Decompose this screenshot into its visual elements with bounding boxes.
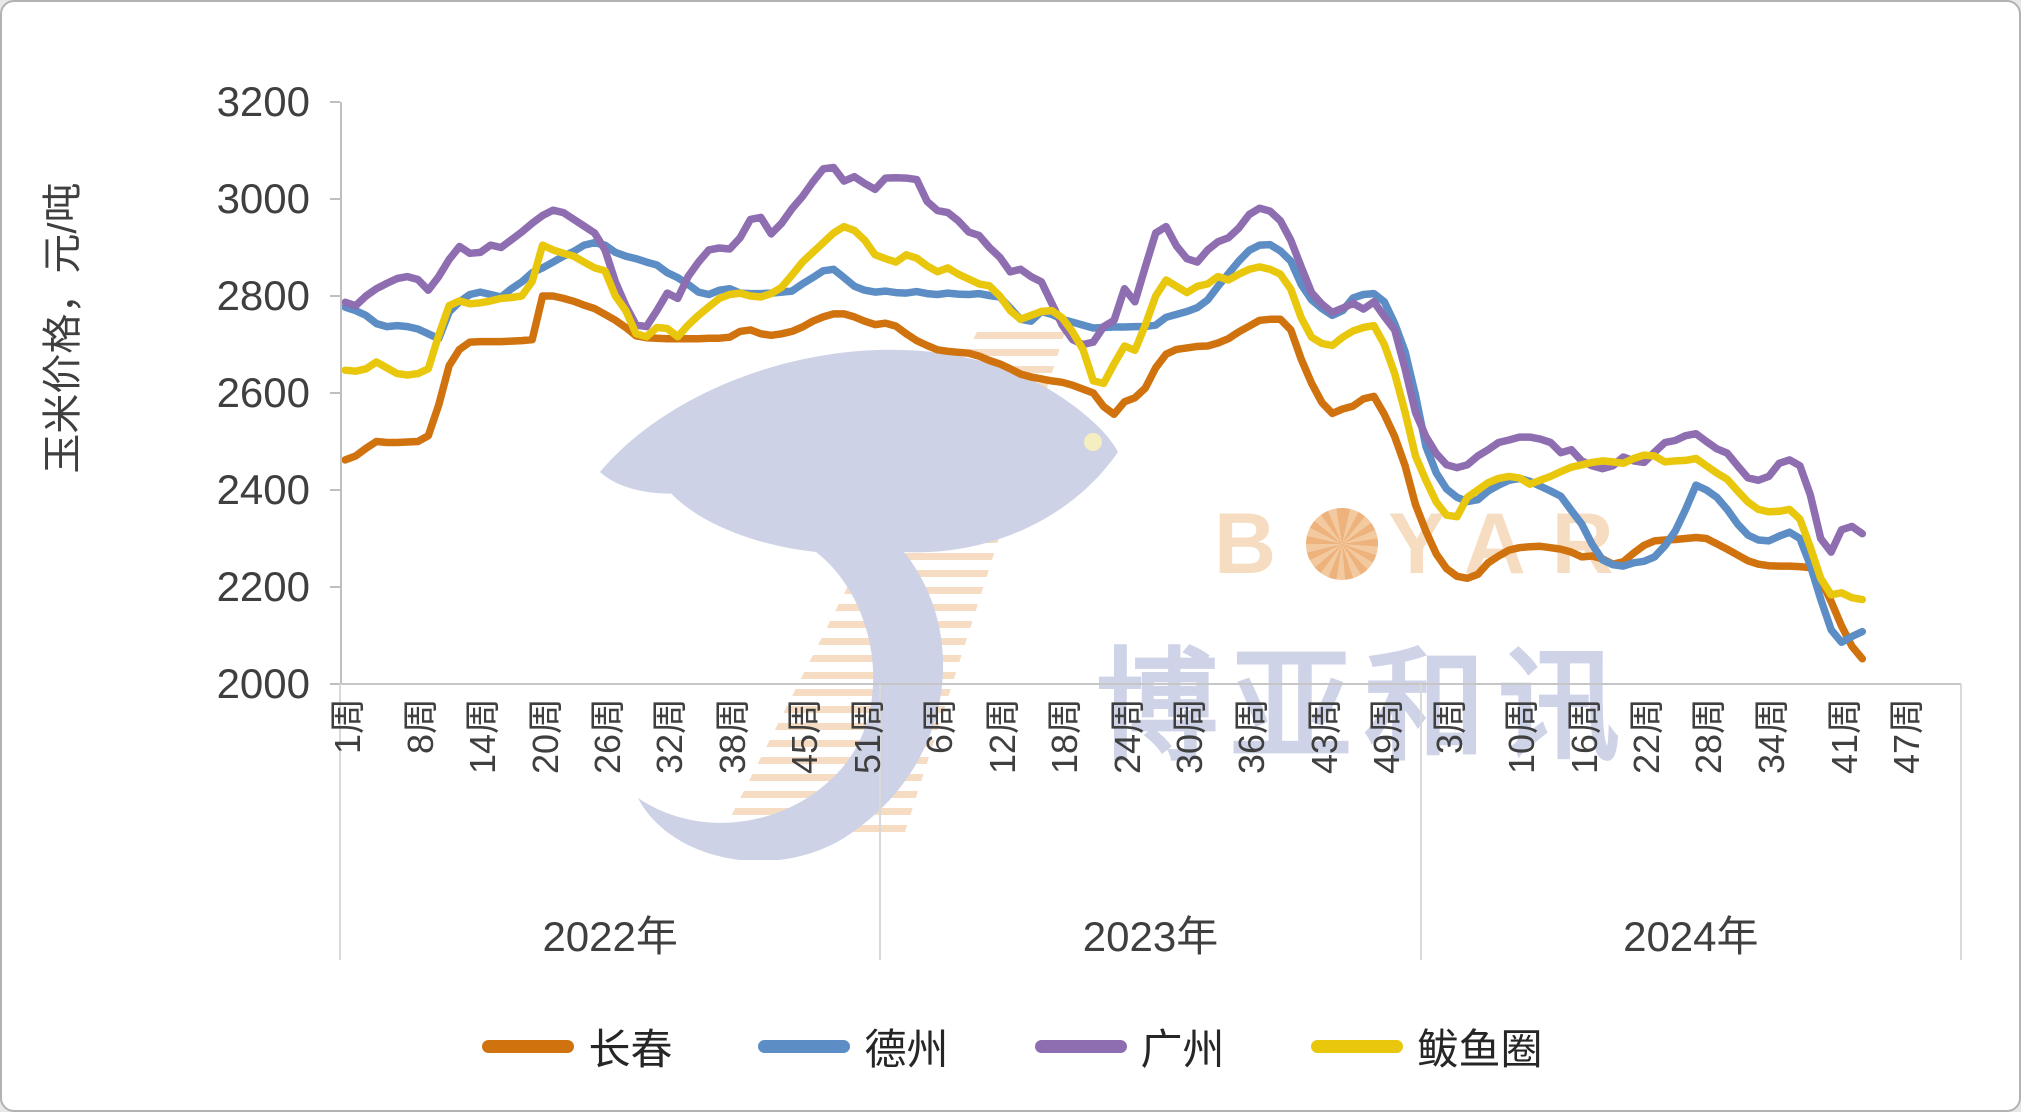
legend-label: 广州	[1140, 1025, 1225, 1073]
legend-item-changchun: 长春	[482, 1016, 672, 1077]
legend: 长春 德州 广州 鲅鱼圈	[2, 1016, 2019, 1077]
legend-label: 鲅鱼圈	[1416, 1025, 1543, 1073]
legend-label: 长春	[588, 1025, 673, 1073]
legend-item-guangzhou: 广州	[1034, 1016, 1225, 1077]
series-line-changchun	[341, 292, 1867, 663]
legend-item-bayuquan: 鲅鱼圈	[1310, 1016, 1543, 1077]
legend-label: 德州	[864, 1025, 949, 1073]
legend-swatch-icon	[482, 1039, 575, 1053]
legend-swatch-icon	[1310, 1039, 1403, 1053]
legend-swatch-icon	[758, 1039, 851, 1053]
series-line-guangzhou	[341, 163, 1867, 556]
legend-swatch-icon	[1034, 1039, 1127, 1053]
legend-item-dezhou: 德州	[758, 1016, 949, 1077]
series-line-bayuquan	[341, 222, 1867, 604]
